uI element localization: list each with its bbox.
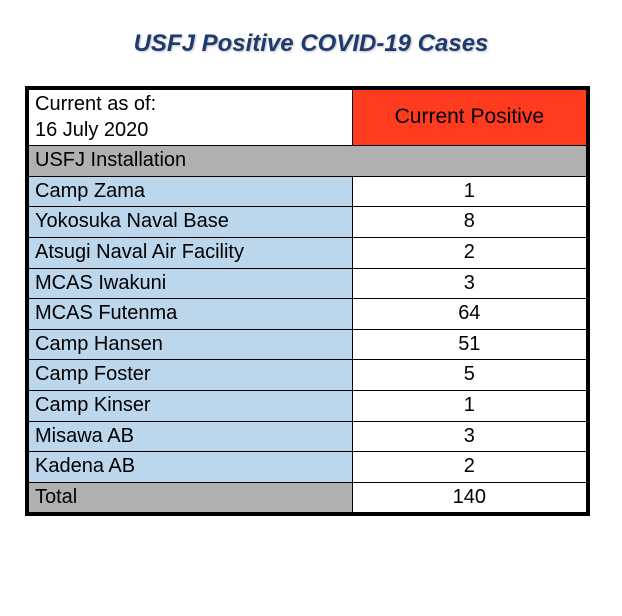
installation-name: Kadena AB [29, 452, 353, 483]
installation-value: 8 [352, 207, 586, 238]
as-of-label: Current as of: [35, 93, 156, 115]
cases-table: Current as of: 16 July 2020 Current Posi… [28, 89, 587, 513]
installation-value: 64 [352, 299, 586, 330]
table-row: Camp Kinser1 [29, 390, 587, 421]
table-row: Camp Foster5 [29, 360, 587, 391]
installation-name: Yokosuka Naval Base [29, 207, 353, 238]
installation-name: MCAS Futenma [29, 299, 353, 330]
header-row: Current as of: 16 July 2020 Current Posi… [29, 90, 587, 146]
installation-name: Misawa AB [29, 421, 353, 452]
table-row: MCAS Futenma64 [29, 299, 587, 330]
as-of-date: 16 July 2020 [35, 119, 148, 141]
installation-value: 1 [352, 390, 586, 421]
table-row: Camp Hansen51 [29, 329, 587, 360]
installation-name: Camp Zama [29, 176, 353, 207]
table-row: Camp Zama1 [29, 176, 587, 207]
installation-value: 1 [352, 176, 586, 207]
current-positive-header: Current Positive [352, 90, 586, 146]
installation-value: 3 [352, 268, 586, 299]
installation-header: USFJ Installation [29, 146, 587, 177]
installation-value: 51 [352, 329, 586, 360]
page-title: USFJ Positive COVID-19 Cases [0, 30, 622, 58]
table-row: Misawa AB3 [29, 421, 587, 452]
as-of-cell: Current as of: 16 July 2020 [29, 90, 353, 146]
table-row: Atsugi Naval Air Facility2 [29, 237, 587, 268]
installation-name: MCAS Iwakuni [29, 268, 353, 299]
installation-header-row: USFJ Installation [29, 146, 587, 177]
table-row: Kadena AB2 [29, 452, 587, 483]
installation-value: 2 [352, 452, 586, 483]
total-row: Total140 [29, 482, 587, 513]
table-row: MCAS Iwakuni3 [29, 268, 587, 299]
installation-value: 2 [352, 237, 586, 268]
installation-name: Camp Foster [29, 360, 353, 391]
total-label: Total [29, 482, 353, 513]
installation-name: Atsugi Naval Air Facility [29, 237, 353, 268]
installation-value: 5 [352, 360, 586, 391]
table-row: Yokosuka Naval Base8 [29, 207, 587, 238]
cases-table-container: Current as of: 16 July 2020 Current Posi… [25, 86, 590, 516]
installation-name: Camp Kinser [29, 390, 353, 421]
installation-value: 3 [352, 421, 586, 452]
installation-name: Camp Hansen [29, 329, 353, 360]
total-value: 140 [352, 482, 586, 513]
